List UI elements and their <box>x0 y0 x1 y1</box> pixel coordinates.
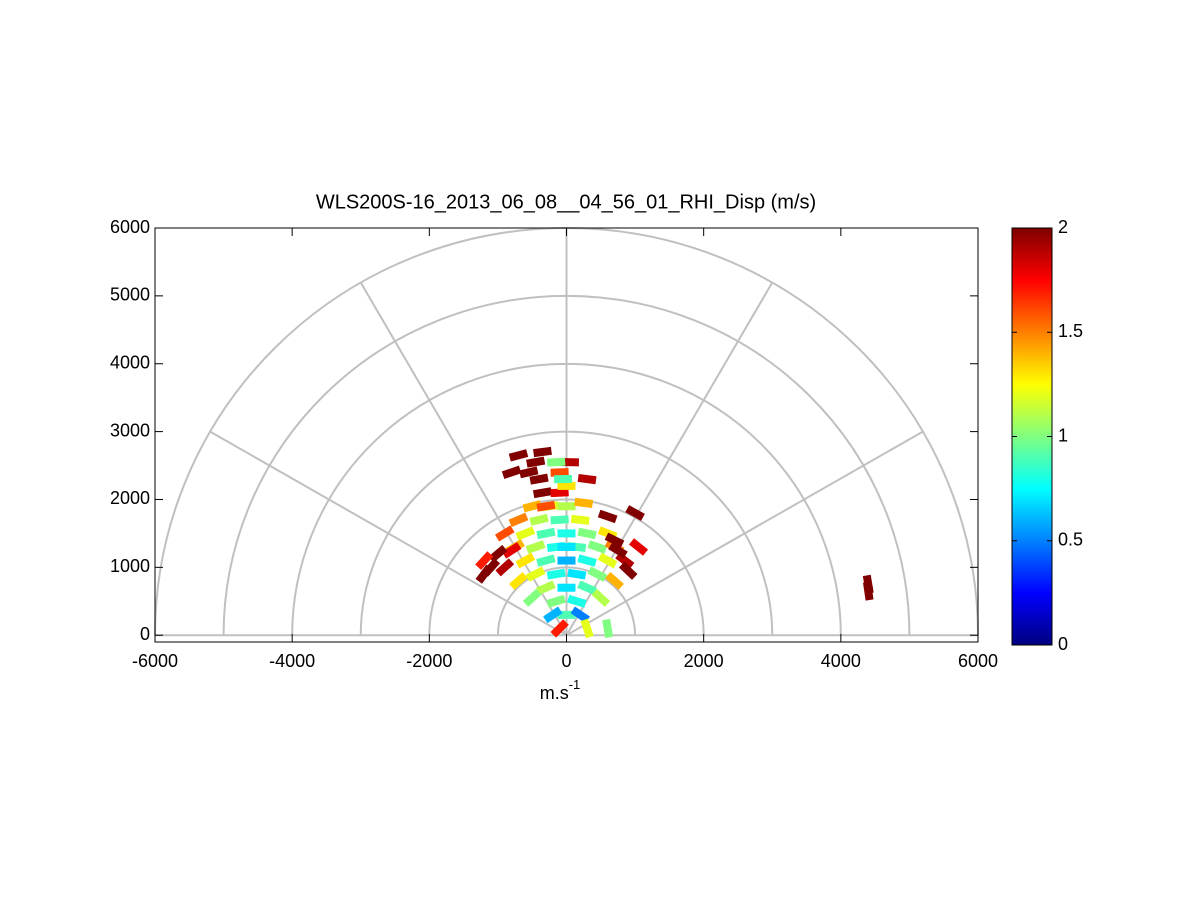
data-cell <box>501 542 522 559</box>
data-cell <box>515 526 536 541</box>
plot-area <box>154 227 979 639</box>
data-cell <box>550 619 569 638</box>
data-cell <box>515 552 536 569</box>
data-cell <box>587 566 608 582</box>
colorbar-tick-label: 1.5 <box>1058 321 1083 341</box>
data-cell <box>862 574 874 594</box>
data-cell <box>488 544 508 563</box>
data-cell <box>604 532 625 548</box>
data-cell <box>550 467 569 477</box>
y-tick-label: 2000 <box>110 488 150 508</box>
x-axis-label: m.s-1 <box>540 677 581 702</box>
y-tick-label: 4000 <box>110 352 150 372</box>
y-tick-label: 5000 <box>110 285 150 305</box>
x-label-sup: -1 <box>569 677 581 692</box>
data-cell <box>557 556 576 565</box>
y-tick-label: 6000 <box>110 217 150 237</box>
data-cell <box>509 571 528 590</box>
data-cell <box>522 500 542 513</box>
x-tick-label: 0 <box>561 651 571 671</box>
data-cell <box>597 509 618 524</box>
data-cell <box>526 456 546 468</box>
data-cell <box>495 558 515 577</box>
data-cell <box>560 457 580 467</box>
x-tick-label: -4000 <box>269 651 315 671</box>
data-cell <box>522 588 542 607</box>
colorbar-tick-label: 1 <box>1058 425 1068 445</box>
data-cell <box>494 525 515 542</box>
data-cell <box>602 618 614 638</box>
data-cell <box>550 488 569 498</box>
data-cell <box>557 529 576 538</box>
data-cell <box>587 540 608 554</box>
data-cell <box>557 481 576 490</box>
data-cell <box>591 588 611 607</box>
data-cell <box>577 554 597 567</box>
data-cell <box>557 542 576 551</box>
data-cell <box>536 500 556 512</box>
x-tick-label: 2000 <box>684 651 724 671</box>
data-cell <box>577 527 597 540</box>
colorbar-tick-label: 0.5 <box>1058 530 1083 550</box>
y-tick-label: 3000 <box>110 420 150 440</box>
data-cell <box>608 542 628 559</box>
data-cell <box>625 505 645 521</box>
data-cell <box>536 527 556 540</box>
data-cell <box>577 580 597 595</box>
data-cell <box>553 474 573 484</box>
data-cell <box>618 561 638 580</box>
data-cell <box>557 610 576 619</box>
data-cell <box>570 514 590 525</box>
data-cell <box>532 487 553 499</box>
x-label-base: m.s <box>540 683 569 703</box>
y-tick-label: 0 <box>140 624 150 644</box>
data-cell <box>577 473 597 485</box>
polar-spoke <box>209 430 567 637</box>
polar-spoke <box>566 430 924 637</box>
data-cell <box>597 552 618 569</box>
data-cell <box>536 580 556 595</box>
data-cell <box>525 540 546 554</box>
colorbar-tick-label: 2 <box>1058 217 1068 237</box>
colorbar-tick-label: 0 <box>1058 634 1068 654</box>
data-cell <box>519 466 539 479</box>
data-cell <box>567 594 587 608</box>
data-cell <box>605 571 624 590</box>
data-cell <box>557 502 576 511</box>
chart-title: WLS200S-16_2013_06_08__04_56_01_RHI_Disp… <box>316 191 816 213</box>
data-cell <box>525 566 546 582</box>
data-cell <box>546 594 566 608</box>
data-cell <box>533 446 552 458</box>
data-cell <box>570 606 590 624</box>
data-cell <box>529 473 549 485</box>
data-cell <box>543 606 563 624</box>
data-cell <box>567 568 587 580</box>
data-cell <box>508 449 529 462</box>
data-cell <box>628 538 649 556</box>
data-cell <box>501 465 522 479</box>
data-cell <box>546 568 566 580</box>
data-cell <box>536 554 556 567</box>
data-cell <box>550 515 569 525</box>
x-tick-label: 6000 <box>958 651 998 671</box>
data-cell <box>508 512 529 527</box>
data-cell <box>475 564 493 584</box>
x-tick-label: -6000 <box>132 651 178 671</box>
colorbar <box>1011 227 1053 646</box>
data-cell <box>580 618 594 639</box>
y-tick-label: 1000 <box>110 556 150 576</box>
data-cell <box>574 497 594 508</box>
x-tick-label: -2000 <box>406 651 452 671</box>
data-cell <box>557 583 576 592</box>
data-cell <box>546 457 566 467</box>
data-cell <box>475 551 494 570</box>
x-tick-label: 4000 <box>821 651 861 671</box>
data-cell <box>529 513 549 526</box>
